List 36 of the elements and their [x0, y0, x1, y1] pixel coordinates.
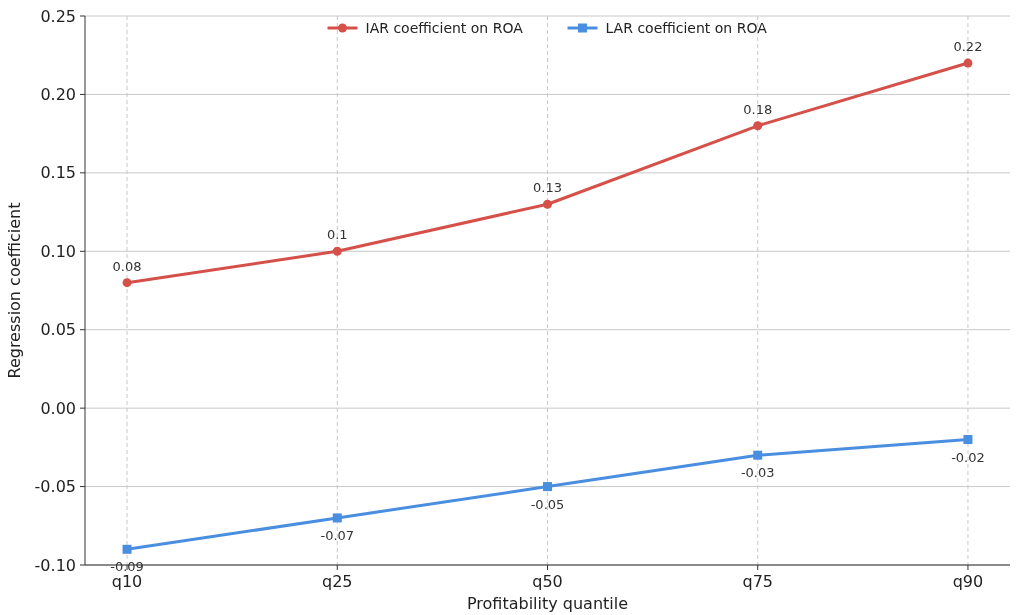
x-axis-title: Profitability quantile: [466, 594, 629, 613]
y-tick-label: 0.05: [40, 320, 76, 340]
data-label: 0.22: [953, 39, 983, 55]
y-tick-label: -0.10: [34, 555, 76, 575]
y-tick-label: 0.25: [40, 6, 76, 26]
y-tick-label: 0.20: [40, 85, 76, 105]
point: [753, 450, 763, 460]
point: [753, 121, 763, 131]
x-tick-label: q25: [322, 572, 353, 591]
x-tick-label: q50: [532, 572, 563, 591]
data-label: -0.05: [530, 496, 565, 512]
y-tick-label: 0.00: [40, 398, 76, 418]
point: [543, 199, 552, 209]
point: [122, 544, 132, 554]
point: [332, 513, 342, 523]
legend-label: LAR coefficient on ROA: [605, 19, 768, 36]
data-label: -0.07: [320, 527, 355, 543]
point: [963, 58, 973, 68]
data-label: 0.1: [326, 227, 348, 243]
data-label: 0.13: [533, 180, 562, 196]
point: [332, 246, 342, 256]
point: [963, 435, 973, 445]
y-axis-title: Regression coefficient: [5, 202, 24, 379]
y-tick-label: 0.15: [40, 163, 76, 183]
data-label: 0.08: [112, 258, 142, 274]
x-tick-label: q90: [952, 572, 984, 591]
y-tick-label: -0.05: [34, 477, 76, 497]
data-label: 0.18: [743, 101, 773, 117]
x-tick-label: q10: [111, 572, 143, 591]
data-label: -0.02: [951, 449, 985, 465]
data-label: -0.03: [740, 465, 775, 481]
x-tick-label: q75: [742, 572, 773, 591]
y-tick-label: 0.10: [40, 241, 76, 261]
legend-label: IAR coefficient on ROA: [365, 19, 524, 36]
point: [122, 278, 132, 288]
point: [543, 482, 552, 492]
